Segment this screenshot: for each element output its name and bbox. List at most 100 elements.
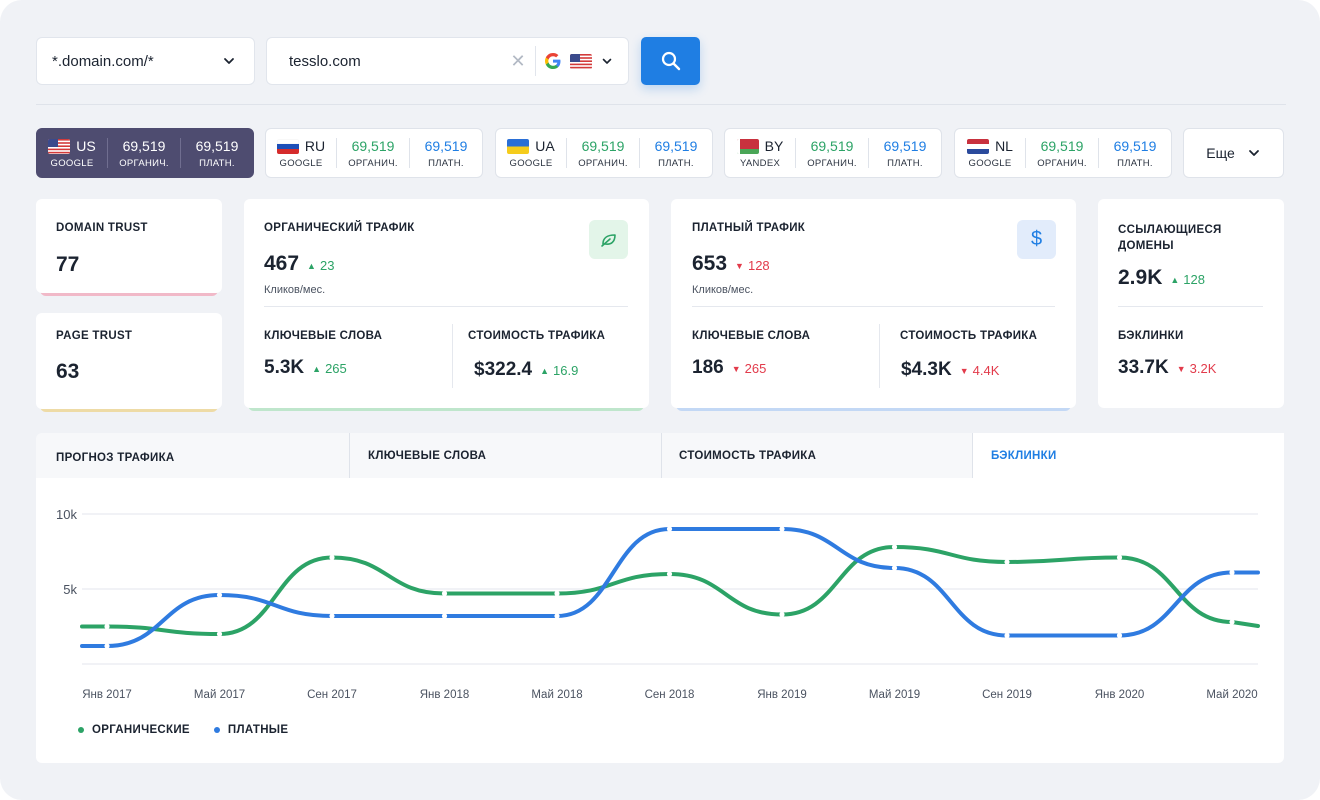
- paid-cost-value: $4.3K: [901, 359, 952, 380]
- divider: [409, 138, 410, 168]
- legend-paid[interactable]: ПЛАТНЫЕ: [213, 724, 288, 736]
- organic-traffic-metric: 467 ▲ 23: [264, 252, 334, 276]
- more-regions-button[interactable]: Еще: [1183, 128, 1284, 178]
- organic-traffic-caption: Кликов/мес.: [264, 284, 326, 296]
- chart-legend: ОРГАНИЧЕСКИЕ ПЛАТНЫЕ: [78, 724, 288, 736]
- region-paid-value: 69,519: [195, 138, 239, 154]
- tab-traffic-cost[interactable]: СТОИМОСТЬ ТРАФИКА: [662, 433, 973, 478]
- legend-dot: [213, 727, 220, 733]
- region-country: UA GOOGLE: [496, 129, 566, 177]
- paid-traffic-value: 653: [692, 252, 728, 275]
- organic-keywords-metric: 5.3K ▲ 265: [264, 357, 347, 379]
- region-organic-value: 69,519: [810, 138, 854, 154]
- divider: [452, 324, 453, 388]
- leaf-icon: [589, 220, 628, 259]
- region-country-code: NL: [995, 138, 1013, 154]
- chevron-down-icon: [1248, 150, 1259, 156]
- card-accent-bar: [248, 405, 644, 411]
- region-tab-nl[interactable]: NL GOOGLE 69,519 ОРГАНИЧ. 69,519 ПЛАТН.: [954, 128, 1172, 178]
- region-paid-label: ПЛАТН.: [199, 158, 235, 169]
- clear-icon[interactable]: ✕: [510, 50, 526, 71]
- paid-cost-delta: ▼ 4.4K: [960, 363, 1000, 378]
- region-organic: 69,519 ОРГАНИЧ.: [108, 129, 180, 177]
- organic-traffic-value: 467: [264, 252, 300, 275]
- paid-traffic-delta: ▼ 128: [735, 258, 770, 273]
- nl-flag-icon: [967, 138, 990, 154]
- region-organic-label: ОРГАНИЧ.: [578, 158, 628, 169]
- region-tab-us[interactable]: US GOOGLE 69,519 ОРГАНИЧ. 69,519 ПЛАТН.: [36, 128, 254, 178]
- region-country-code: BY: [764, 138, 784, 154]
- legend-organic[interactable]: ОРГАНИЧЕСКИЕ: [78, 724, 190, 736]
- region-organic-value: 69,519: [1040, 138, 1084, 154]
- region-organic-value: 69,519: [122, 138, 166, 154]
- backlinks-delta-value: 3.2K: [1189, 361, 1217, 376]
- tab-backlinks[interactable]: БЭКЛИНКИ: [973, 433, 1284, 478]
- dollar-icon-symbol: $: [1030, 228, 1043, 250]
- referring-domains-card: ССЫЛАЮЩИЕСЯ ДОМЕНЫ 2.9K ▲ 128 БЭКЛИНКИ 33…: [1098, 199, 1284, 408]
- referring-domains-value: 2.9K: [1118, 266, 1163, 289]
- region-paid: 69,519 ПЛАТН.: [869, 129, 941, 177]
- organic-keywords-delta-value: 265: [325, 361, 347, 376]
- paid-traffic-title: ПЛАТНЫЙ ТРАФИК: [692, 222, 806, 234]
- organic-traffic-delta: ▲ 23: [307, 258, 334, 273]
- arrow-down-icon: ▼: [731, 364, 741, 374]
- organic-keywords-delta: ▲ 265: [312, 361, 347, 376]
- domain-mode-value: *.domain.com/*: [52, 52, 154, 70]
- search-input[interactable]: tesslo.com ✕: [266, 37, 629, 85]
- divider: [692, 306, 1055, 307]
- organic-cost-value: $322.4: [474, 359, 533, 380]
- region-tab-ua[interactable]: UA GOOGLE 69,519 ОРГАНИЧ. 69,519 ПЛАТН.: [495, 128, 713, 178]
- region-country: NL GOOGLE: [955, 129, 1025, 177]
- divider: [535, 46, 536, 76]
- engine-select[interactable]: [536, 52, 628, 70]
- region-tab-ru[interactable]: RU GOOGLE 69,519 ОРГАНИЧ. 69,519 ПЛАТН.: [265, 128, 483, 178]
- region-paid-label: ПЛАТН.: [887, 158, 923, 169]
- search-button[interactable]: [641, 37, 700, 85]
- region-organic-label: ОРГАНИЧ.: [807, 158, 857, 169]
- region-paid-value: 69,519: [883, 138, 927, 154]
- region-organic-label: ОРГАНИЧ.: [119, 158, 169, 169]
- region-engine: YANDEX: [739, 158, 781, 169]
- arrow-up-icon: ▲: [540, 366, 550, 376]
- tab-keywords[interactable]: КЛЮЧЕВЫЕ СЛОВА: [350, 433, 662, 478]
- region-organic-label: ОРГАНИЧ.: [1037, 158, 1087, 169]
- divider: [1025, 138, 1027, 168]
- referring-domains-title: ССЫЛАЮЩИЕСЯ ДОМЕНЫ: [1118, 224, 1222, 252]
- arrow-down-icon: ▼: [1176, 364, 1186, 374]
- paid-keywords-value: 186: [692, 357, 724, 378]
- paid-cost-label: СТОИМОСТЬ ТРАФИКА: [900, 330, 1038, 342]
- paid-cost-delta-value: 4.4K: [972, 363, 1000, 378]
- region-tab-by[interactable]: BY YANDEX 69,519 ОРГАНИЧ. 69,519 ПЛАТН.: [724, 128, 942, 178]
- tab-traffic-forecast[interactable]: ПРОГНОЗ ТРАФИКА: [36, 433, 350, 478]
- search-icon: [661, 51, 680, 71]
- chevron-down-icon: [602, 58, 612, 64]
- organic-cost-metric: $322.4 ▲ 16.9: [474, 359, 578, 381]
- ua-flag-icon: [507, 138, 530, 154]
- region-engine: GOOGLE: [50, 158, 94, 169]
- us-flag-icon: [570, 53, 592, 69]
- region-organic: 69,519 ОРГАНИЧ.: [796, 129, 868, 177]
- referring-domains-delta-value: 128: [1183, 272, 1205, 287]
- arrow-up-icon: ▲: [307, 261, 316, 271]
- organic-cost-delta-value: 16.9: [553, 363, 579, 378]
- dollar-icon: $: [1017, 220, 1056, 259]
- divider: [1118, 306, 1263, 307]
- organic-traffic-card: ОРГАНИЧЕСКИЙ ТРАФИК 467 ▲ 23 Кликов/мес. …: [244, 199, 649, 408]
- region-paid-value: 69,519: [654, 138, 698, 154]
- region-organic: 69,519 ОРГАНИЧ.: [337, 129, 409, 177]
- ru-flag-icon: [276, 138, 299, 154]
- more-regions-label: Еще: [1206, 145, 1235, 161]
- organic-cost-label: СТОИМОСТЬ ТРАФИКА: [468, 330, 606, 342]
- organic-cost-delta: ▲ 16.9: [540, 363, 578, 378]
- domain-trust-value: 77: [56, 253, 80, 276]
- region-paid-value: 69,519: [1113, 138, 1157, 154]
- organic-traffic-title: ОРГАНИЧЕСКИЙ ТРАФИК: [264, 222, 415, 234]
- arrow-up-icon: ▲: [312, 364, 322, 374]
- divider: [264, 306, 628, 307]
- paid-traffic-delta-value: 128: [747, 258, 770, 273]
- paid-cost-metric: $4.3K ▼ 4.4K: [901, 359, 999, 381]
- paid-traffic-metric: 653 ▼ 128: [692, 252, 770, 276]
- domain-mode-select[interactable]: *.domain.com/*: [36, 37, 255, 85]
- arrow-down-icon: ▼: [735, 261, 744, 271]
- domain-trust-label: DOMAIN TRUST: [56, 222, 148, 234]
